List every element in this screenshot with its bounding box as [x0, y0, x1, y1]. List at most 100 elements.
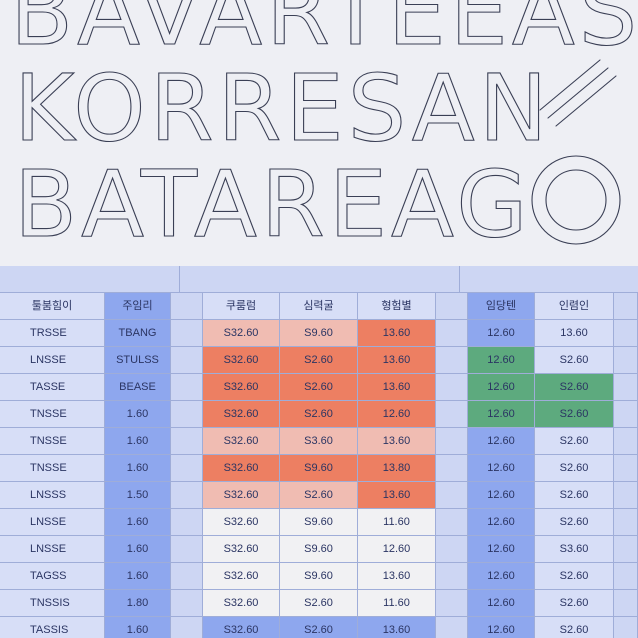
table-cell[interactable]: S32.60: [203, 536, 280, 563]
column-header-3[interactable]: 쿠룸럼: [203, 293, 280, 320]
table-cell[interactable]: 12.60: [468, 509, 535, 536]
row-spacer-1: [171, 347, 203, 374]
table-cell[interactable]: 12.60: [468, 347, 535, 374]
table-cell[interactable]: 12.60: [468, 320, 535, 347]
table-cell[interactable]: 1.60: [105, 536, 171, 563]
table-cell[interactable]: 1.60: [105, 428, 171, 455]
table-cell[interactable]: 12.60: [468, 536, 535, 563]
table-cell[interactable]: TNSSE: [0, 401, 105, 428]
table-cell[interactable]: TRSSE: [0, 320, 105, 347]
table-cell[interactable]: S2.60: [280, 374, 358, 401]
table-cell[interactable]: S2.60: [535, 482, 614, 509]
table-cell[interactable]: 11.60: [358, 509, 436, 536]
table-cell[interactable]: TBANG: [105, 320, 171, 347]
table-cell[interactable]: TASSIS: [0, 617, 105, 638]
table-cell[interactable]: 13.60: [358, 482, 436, 509]
table-cell[interactable]: 1.80: [105, 590, 171, 617]
table-cell[interactable]: 13.60: [358, 563, 436, 590]
table-cell[interactable]: S32.60: [203, 320, 280, 347]
table-cell[interactable]: 1.60: [105, 509, 171, 536]
table-cell[interactable]: S9.60: [280, 509, 358, 536]
table-cell[interactable]: S32.60: [203, 374, 280, 401]
table-cell[interactable]: 12.60: [468, 401, 535, 428]
table-cell[interactable]: S2.60: [535, 590, 614, 617]
table-cell[interactable]: S32.60: [203, 455, 280, 482]
table-cell[interactable]: S32.60: [203, 617, 280, 638]
table-cell[interactable]: LNSSE: [0, 536, 105, 563]
table-cell[interactable]: S3.60: [535, 536, 614, 563]
table-cell[interactable]: 13.60: [358, 374, 436, 401]
table-cell[interactable]: S2.60: [535, 563, 614, 590]
table-cell[interactable]: S32.60: [203, 482, 280, 509]
table-cell[interactable]: S9.60: [280, 536, 358, 563]
table-cell[interactable]: 12.60: [468, 374, 535, 401]
table-cell[interactable]: 1.60: [105, 617, 171, 638]
table-cell[interactable]: STULSS: [105, 347, 171, 374]
column-header-1[interactable]: 툴붐힘이: [0, 293, 105, 320]
table-cell[interactable]: S2.60: [280, 347, 358, 374]
table-cell[interactable]: TNSSIS: [0, 590, 105, 617]
column-header-7[interactable]: 인렴인: [535, 293, 614, 320]
table-cell[interactable]: S32.60: [203, 563, 280, 590]
table-cell[interactable]: S2.60: [535, 428, 614, 455]
table-cell[interactable]: 13.60: [358, 428, 436, 455]
table-cell[interactable]: 1.60: [105, 401, 171, 428]
table-cell[interactable]: S2.60: [535, 617, 614, 638]
row-spacer-3: [614, 320, 638, 347]
table-cell[interactable]: 12.60: [358, 401, 436, 428]
table-row: LNSSE 1.60 S32.60 S9.60 11.60 12.60 S2.60: [0, 509, 638, 536]
table-cell[interactable]: S2.60: [280, 401, 358, 428]
poster-ring-shape: [531, 155, 621, 245]
table-cell[interactable]: 12.60: [468, 482, 535, 509]
column-group-header-2: [180, 266, 460, 293]
table-cell[interactable]: BEASE: [105, 374, 171, 401]
table-cell[interactable]: 13.60: [358, 347, 436, 374]
table-cell[interactable]: S2.60: [535, 509, 614, 536]
table-row: TNSSIS 1.80 S32.60 S2.60 11.60 12.60 S2.60: [0, 590, 638, 617]
table-cell[interactable]: S2.60: [535, 455, 614, 482]
table-cell[interactable]: LNSSE: [0, 347, 105, 374]
table-cell[interactable]: S2.60: [535, 374, 614, 401]
table-cell[interactable]: 12.60: [358, 536, 436, 563]
table-cell[interactable]: 1.60: [105, 563, 171, 590]
table-cell[interactable]: TNSSE: [0, 455, 105, 482]
column-header-5[interactable]: 형험별: [358, 293, 436, 320]
row-spacer-1: [171, 536, 203, 563]
table-cell[interactable]: S32.60: [203, 401, 280, 428]
table-cell[interactable]: 12.60: [468, 590, 535, 617]
table-cell[interactable]: LNSSE: [0, 509, 105, 536]
column-header-4[interactable]: 심력굴: [280, 293, 358, 320]
table-cell[interactable]: S32.60: [203, 509, 280, 536]
row-spacer-1: [171, 509, 203, 536]
row-spacer-1: [171, 590, 203, 617]
table-cell[interactable]: S2.60: [280, 482, 358, 509]
table-cell[interactable]: S32.60: [203, 590, 280, 617]
table-cell[interactable]: 13.80: [358, 455, 436, 482]
table-cell[interactable]: S9.60: [280, 320, 358, 347]
table-cell[interactable]: S32.60: [203, 428, 280, 455]
table-cell[interactable]: S2.60: [280, 590, 358, 617]
table-cell[interactable]: 12.60: [468, 455, 535, 482]
table-cell[interactable]: TAGSS: [0, 563, 105, 590]
table-cell[interactable]: S32.60: [203, 347, 280, 374]
table-cell[interactable]: S9.60: [280, 455, 358, 482]
table-cell[interactable]: 1.60: [105, 455, 171, 482]
table-cell[interactable]: 1.50: [105, 482, 171, 509]
table-cell[interactable]: TNSSE: [0, 428, 105, 455]
table-cell[interactable]: TASSE: [0, 374, 105, 401]
table-cell[interactable]: 13.60: [358, 617, 436, 638]
column-header-6[interactable]: 임당텐: [468, 293, 535, 320]
table-cell[interactable]: S2.60: [535, 347, 614, 374]
table-cell[interactable]: 12.60: [468, 563, 535, 590]
column-header-2[interactable]: 주임리: [105, 293, 171, 320]
table-cell[interactable]: LNSSS: [0, 482, 105, 509]
table-cell[interactable]: S9.60: [280, 563, 358, 590]
table-cell[interactable]: 11.60: [358, 590, 436, 617]
table-cell[interactable]: 12.60: [468, 428, 535, 455]
table-cell[interactable]: 12.60: [468, 617, 535, 638]
table-cell[interactable]: 13.60: [535, 320, 614, 347]
table-cell[interactable]: S3.60: [280, 428, 358, 455]
table-cell[interactable]: S2.60: [280, 617, 358, 638]
table-cell[interactable]: S2.60: [535, 401, 614, 428]
table-cell[interactable]: 13.60: [358, 320, 436, 347]
